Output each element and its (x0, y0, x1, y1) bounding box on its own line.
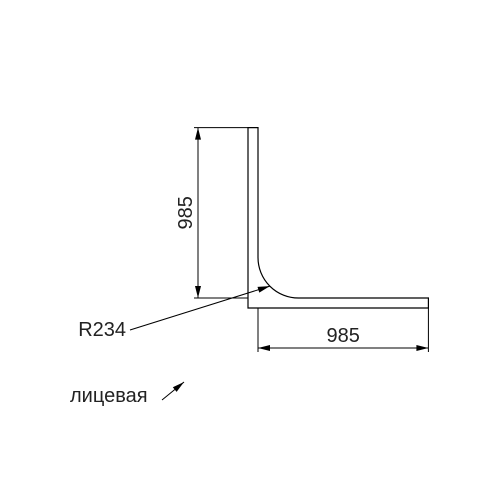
dim-radius-value: R234 (78, 319, 126, 341)
dim-horizontal-value: 985 (327, 325, 360, 347)
dim-vertical-value: 985 (175, 196, 197, 229)
profile-outline (248, 128, 428, 308)
face-side-label: лицевая (70, 385, 148, 407)
